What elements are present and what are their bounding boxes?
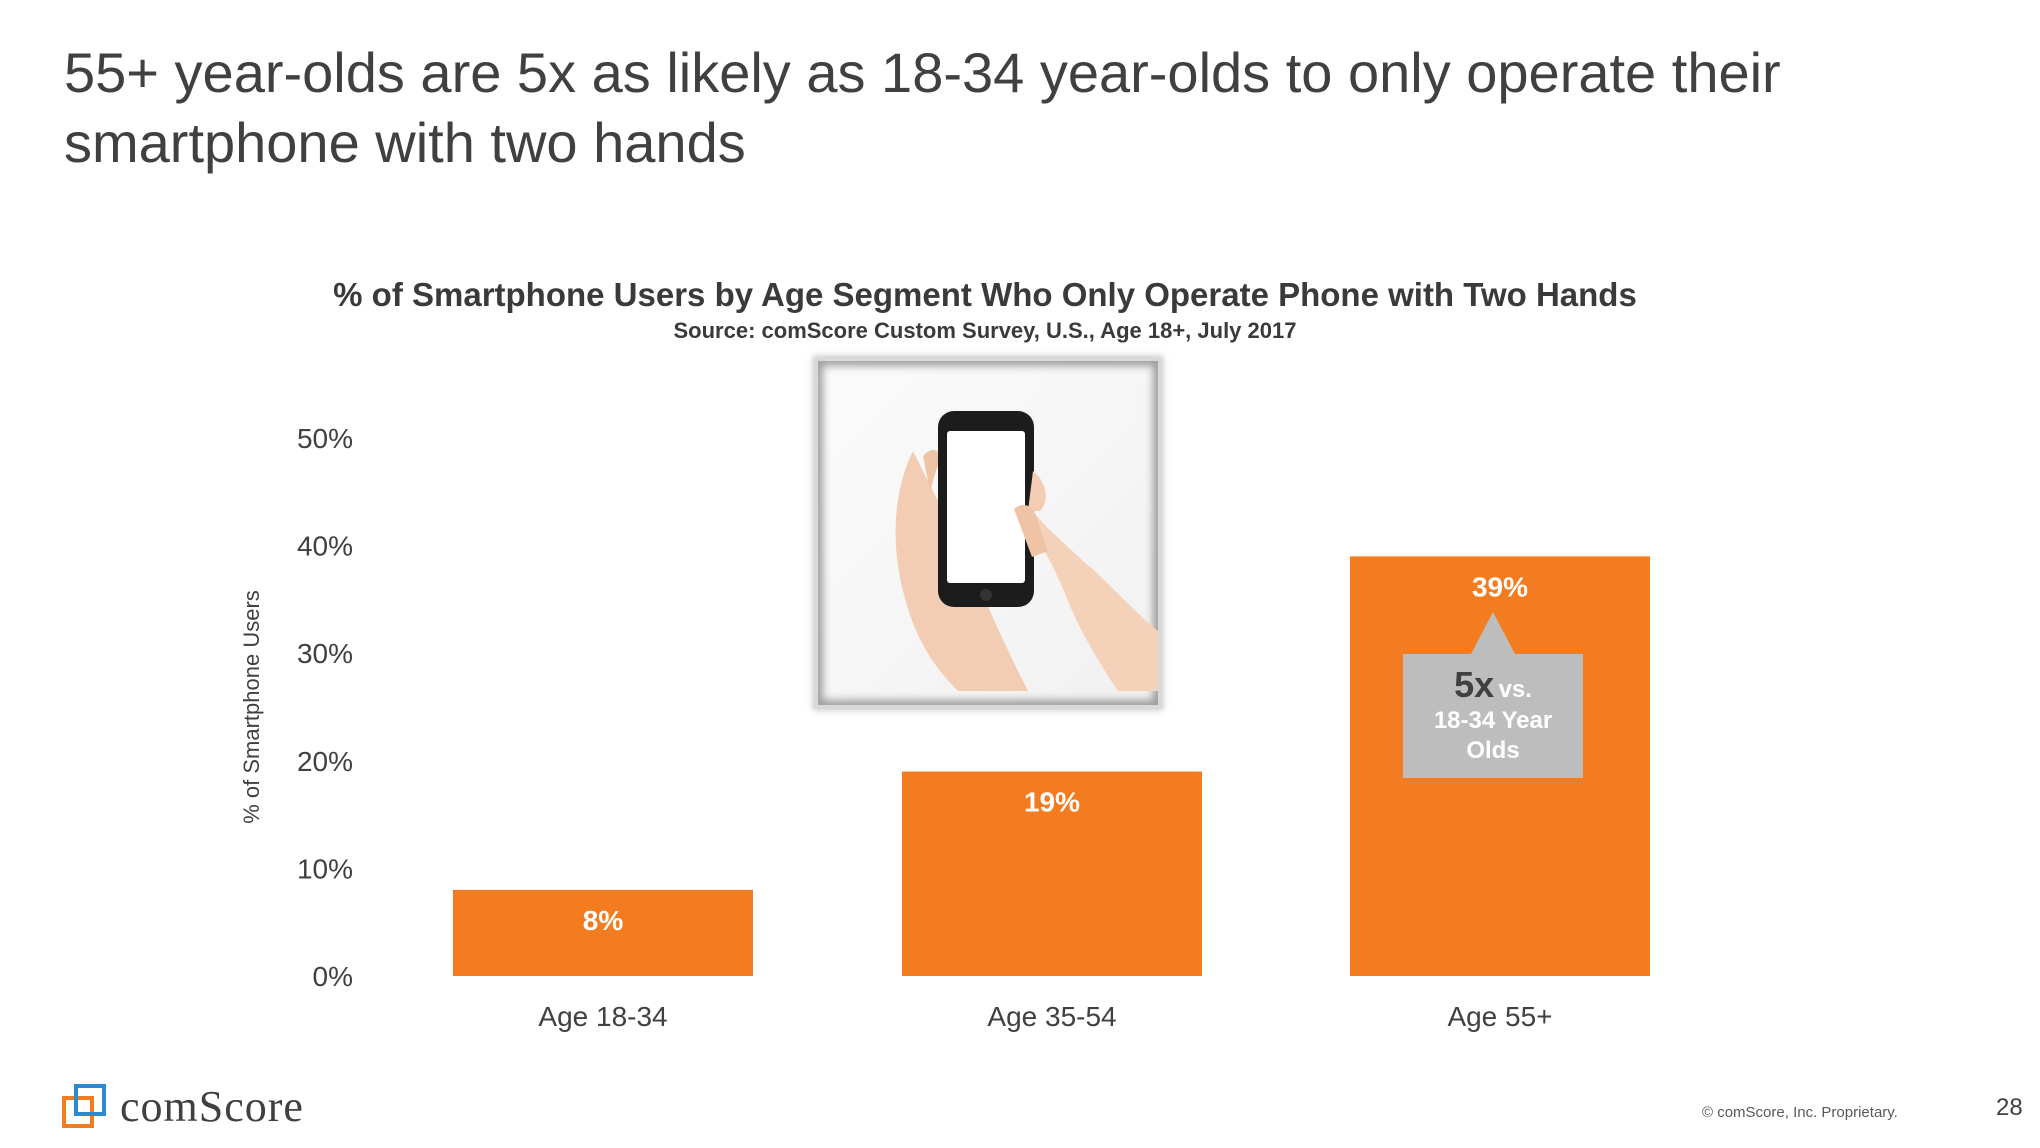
hands-holding-smartphone-photo [815,358,1161,708]
callout-line-3: Olds [1466,737,1520,764]
callout-vs: vs. [1498,676,1532,703]
copyright: © comScore, Inc. Proprietary. [1702,1104,1898,1121]
page-number: 28 [1996,1094,2023,1121]
chart-title: % of Smartphone Users by Age Segment Who… [333,276,1637,313]
x-category-label: Age 18-34 [538,1001,667,1032]
slide-title: 55+ year-olds are 5x as likely as 18-34 … [64,41,1781,174]
y-tick-label: 50% [297,423,353,454]
y-tick-label: 30% [297,638,353,669]
chart-source: Source: comScore Custom Survey, U.S., Ag… [673,318,1297,343]
callout-5x-comparison: 5x vs. 18-34 Year Olds [1403,612,1583,778]
callout-multiplier: 5x [1454,664,1495,705]
hands-holding-smartphone-icon [895,411,1158,691]
bar-data-label: 39% [1472,571,1528,602]
bar-data-label: 8% [583,905,624,936]
comscore-logo: comScore [62,1081,304,1131]
callout-line-2: 18-34 Year [1433,707,1553,734]
x-category-label: Age 35-54 [987,1001,1116,1032]
y-tick-label: 20% [297,746,353,777]
y-tick-label: 0% [313,961,353,992]
logo-text: comScore [120,1081,304,1131]
bar-1 [453,889,753,976]
y-tick-label: 40% [297,531,353,562]
bar-2 [902,771,1202,976]
comscore-logo-icon [62,1084,106,1128]
y-axis-label: % of Smartphone Users [239,590,264,824]
y-tick-label: 10% [297,853,353,884]
x-category-label: Age 55+ [1447,1001,1552,1032]
bar-data-label: 19% [1024,787,1080,818]
